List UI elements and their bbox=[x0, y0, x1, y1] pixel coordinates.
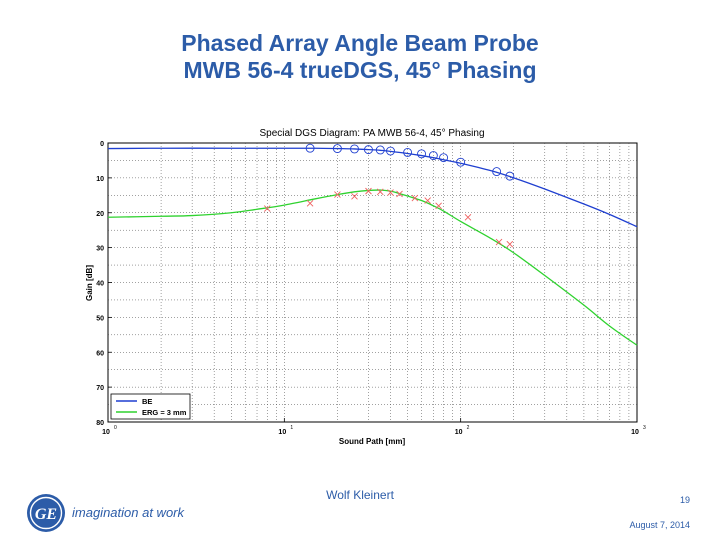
measured-erg-point bbox=[424, 197, 431, 204]
chart-title: Special DGS Diagram: PA MWB 56-4, 45° Ph… bbox=[259, 128, 484, 139]
series bbox=[107, 147, 638, 346]
ge-logo-icon: GE bbox=[27, 494, 65, 532]
x-tick-exponent: 3 bbox=[643, 425, 646, 431]
legend: BE ERG = 3 mm bbox=[110, 393, 191, 420]
measured-erg-point bbox=[435, 202, 442, 210]
measured-erg-point bbox=[506, 240, 514, 248]
y-tick-label: 10 bbox=[96, 176, 104, 183]
measured-be-point bbox=[350, 144, 359, 154]
tagline: imagination at work bbox=[72, 505, 184, 520]
measured-be-point bbox=[332, 144, 342, 154]
x-tick-exponent: 0 bbox=[114, 425, 117, 431]
measured-be-point bbox=[364, 145, 373, 155]
author-name: Wolf Kleinert bbox=[326, 488, 394, 502]
measured-be-point bbox=[505, 171, 515, 181]
logo-text: GE bbox=[35, 506, 57, 523]
measured-erg-point bbox=[396, 190, 403, 198]
measured-erg-point bbox=[387, 189, 394, 196]
y-axis-label: Gain [dB] bbox=[85, 265, 94, 301]
slide-title-line1: Phased Array Angle Beam Probe bbox=[181, 30, 539, 56]
legend-label-erg: ERG = 3 mm bbox=[142, 408, 187, 417]
measured-erg-point bbox=[334, 191, 341, 198]
y-tick-label: 0 bbox=[100, 141, 104, 148]
slide-title-line2: MWB 56-4 trueDGS, 45° Phasing bbox=[183, 57, 537, 83]
y-tick-label: 40 bbox=[96, 281, 104, 288]
slide-date: August 7, 2014 bbox=[629, 520, 690, 530]
x-tick-label: 10 bbox=[631, 429, 639, 436]
x-tick-exponent: 2 bbox=[467, 425, 470, 431]
y-tick-label: 30 bbox=[96, 246, 104, 253]
measured-be-point bbox=[305, 143, 315, 153]
y-tick-label: 70 bbox=[96, 385, 104, 392]
measured-erg-point bbox=[464, 213, 472, 221]
measured-be-point bbox=[375, 145, 385, 155]
legend-label-be: BE bbox=[142, 397, 152, 406]
measured-points bbox=[263, 143, 515, 248]
x-tick-label: 10 bbox=[278, 429, 286, 436]
slide-title: Phased Array Angle Beam Probe MWB 56-4 t… bbox=[0, 30, 720, 84]
grid bbox=[108, 143, 637, 422]
measured-erg-point bbox=[263, 205, 271, 212]
measured-be-point bbox=[403, 147, 413, 157]
y-tick-label: 60 bbox=[96, 350, 104, 357]
x-tick-label: 10 bbox=[102, 429, 110, 436]
measured-erg-point bbox=[376, 188, 384, 196]
x-tick-exponent: 1 bbox=[290, 425, 293, 431]
measured-erg-point bbox=[411, 194, 419, 202]
x-tick-label: 10 bbox=[455, 429, 463, 436]
page-number: 19 bbox=[679, 495, 690, 505]
y-tick-label: 20 bbox=[96, 211, 104, 218]
y-tick-label: 80 bbox=[96, 420, 104, 427]
measured-be-point bbox=[417, 149, 426, 159]
axis-ticks: 0 10 20 30 40 50 60 70 80 10 0 10 1 10 2 10 3 bbox=[96, 141, 646, 436]
measured-erg-point bbox=[365, 187, 372, 195]
legend-box bbox=[110, 393, 191, 420]
measured-be-point bbox=[492, 167, 502, 177]
measured-erg-point bbox=[306, 200, 314, 207]
measured-be-point bbox=[456, 157, 466, 167]
measured-be-point bbox=[386, 146, 395, 156]
x-axis-label: Sound Path [mm] bbox=[339, 437, 406, 446]
series-line-be bbox=[107, 147, 638, 228]
measured-erg-point bbox=[351, 193, 358, 200]
series-line-erg bbox=[107, 189, 638, 346]
y-tick-label: 50 bbox=[96, 315, 104, 322]
measured-be-point bbox=[428, 151, 438, 161]
measured-be-point bbox=[439, 153, 449, 163]
measured-erg-point bbox=[495, 238, 503, 246]
